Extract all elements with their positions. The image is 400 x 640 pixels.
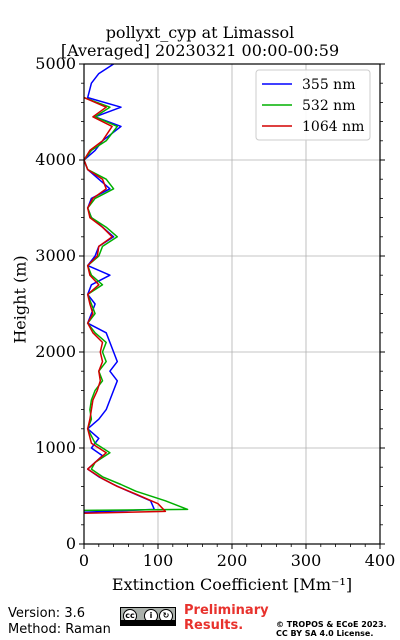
legend-label: 1064 nm (302, 119, 364, 135)
y-tick-label: 1000 (35, 438, 76, 457)
preliminary-notice: Preliminary Results. (184, 603, 269, 633)
x-tick-label: 400 (365, 551, 396, 570)
method-text: Method: Raman (8, 622, 111, 637)
x-tick-label: 300 (291, 551, 322, 570)
y-axis-label: Height (m) (10, 255, 30, 344)
x-tick-label: 100 (143, 551, 174, 570)
series-line-1064-nm (84, 96, 167, 515)
legend-label: 532 nm (302, 98, 355, 114)
copyright-notice: © TROPOS & ECoE 2023. CC BY SA 4.0 Licen… (276, 620, 387, 638)
legend-box (255, 69, 371, 141)
x-tick-label: 0 (79, 551, 89, 570)
version-text: Version: 3.6 (8, 606, 85, 621)
preliminary-line2: Results. (184, 618, 244, 633)
footer-info: Version: 3.6 Method: Raman (8, 606, 111, 638)
x-tick-label: 200 (217, 551, 248, 570)
y-tick-label: 4000 (35, 150, 76, 169)
chart-title: pollyxt_cyp at Limassol (105, 23, 295, 42)
cc-band (121, 620, 175, 625)
y-tick-label: 3000 (35, 246, 76, 265)
legend-label: 355 nm (302, 77, 355, 93)
copyright-line2: CC BY SA 4.0 License. (276, 629, 374, 638)
chart-subtitle: [Averaged] 20230321 00:00-00:59 (60, 41, 340, 60)
y-tick-label: 5000 (35, 54, 76, 73)
cc-license-badge: cc i ↻ (120, 607, 176, 626)
legend: 355 nm 532 nm 1064 nm (255, 69, 371, 141)
x-axis-label: Extinction Coefficient [Mm⁻¹] (111, 575, 353, 594)
y-tick-label: 2000 (35, 342, 76, 361)
y-tick-label: 0 (66, 534, 76, 553)
copyright-line1: © TROPOS & ECoE 2023. (276, 620, 387, 629)
preliminary-line1: Preliminary (184, 603, 269, 618)
series-layer (84, 64, 189, 515)
